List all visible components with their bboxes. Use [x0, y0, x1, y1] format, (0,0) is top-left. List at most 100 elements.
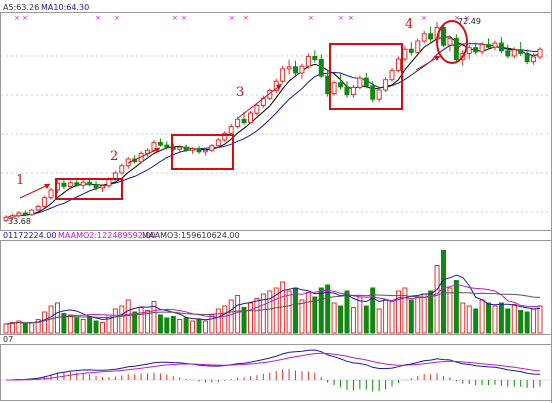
volume-bar-down	[61, 313, 67, 334]
low-price-label: 33.68	[8, 217, 31, 226]
volume-bar-up	[402, 287, 408, 334]
signal-marker: ×	[464, 14, 470, 22]
volume-bar-up	[331, 302, 337, 334]
volume-bar-down	[473, 308, 479, 334]
volume-bar-up	[350, 307, 356, 334]
volume-bar-down	[370, 287, 376, 334]
stage-number-1: 1	[16, 173, 24, 188]
candle-body-down	[505, 50, 511, 57]
trend-arrow-3	[237, 83, 283, 119]
candle-body-down	[196, 148, 202, 153]
ma5-line	[5, 36, 541, 218]
trend-arrowhead-1	[44, 184, 50, 189]
candle-body-up	[48, 189, 54, 199]
volume-moving-averages	[5, 274, 541, 325]
volume-bar-down	[22, 323, 28, 334]
candle-body-up	[119, 165, 125, 174]
candle-body-up	[492, 42, 498, 48]
volume-bar-up	[447, 287, 453, 334]
volume-bar-up	[395, 290, 401, 334]
candle-body-up	[389, 69, 395, 81]
volume-bar-up	[100, 322, 106, 334]
top-markers: × × × × × × × × × × × × × ×	[14, 14, 470, 22]
volume-bar-up	[112, 308, 118, 334]
volume-bar-up	[228, 299, 234, 334]
volume-bar-down	[428, 290, 434, 334]
vol-label: 01172224.00	[3, 231, 56, 240]
volume-bar-up	[35, 319, 41, 334]
volume-bar-down	[164, 317, 170, 334]
candle-body-down	[498, 42, 504, 52]
volume-bar-down	[505, 308, 511, 334]
candle-body-down	[61, 182, 67, 187]
volume-bar-up	[80, 319, 86, 334]
stage-number-4: 4	[405, 17, 413, 32]
volume-bar-up	[537, 305, 543, 334]
volume-bar-up	[305, 292, 311, 334]
signal-marker: ×	[308, 14, 314, 22]
candle-body-up	[305, 55, 311, 67]
volume-bar-down	[196, 319, 202, 334]
volume-bar-up	[286, 290, 292, 334]
high-price-label: 72.49	[458, 17, 481, 26]
candle-body-up	[222, 132, 228, 141]
volume-bar-up	[29, 322, 35, 334]
candle-body-down	[312, 55, 318, 61]
candle-body-up	[415, 40, 421, 53]
moving-average-lines	[5, 36, 541, 218]
signal-marker: ×	[229, 14, 235, 22]
candle-body-up	[286, 66, 292, 70]
volume-bar-down	[486, 302, 492, 334]
volume-bar-down	[183, 317, 189, 334]
candlesticks	[3, 22, 543, 222]
volume-bar-up	[119, 305, 125, 334]
signal-marker: ×	[14, 14, 20, 22]
candle-body-up	[42, 197, 48, 207]
volume-bar-down	[318, 287, 324, 334]
signal-marker: ×	[243, 14, 249, 22]
candle-body-up	[376, 89, 382, 100]
price-gridlines	[1, 55, 551, 213]
volume-bar-up	[376, 308, 382, 334]
volume-bar-up	[151, 301, 157, 334]
candle-body-up	[151, 142, 157, 151]
volume-bar-up	[247, 302, 253, 334]
maamo2-label: MAAMO2:122489592.00	[58, 231, 156, 240]
volume-bar-up	[67, 314, 73, 334]
volume-bar-down	[498, 302, 504, 334]
candle-body-down	[93, 184, 99, 189]
volume-bar-down	[74, 317, 80, 334]
candle-body-down	[518, 49, 524, 54]
candle-body-down	[486, 44, 492, 48]
candle-body-up	[531, 56, 537, 63]
volume-bar-down	[518, 310, 524, 334]
volume-bar-down	[408, 299, 414, 334]
volume-bar-up	[3, 323, 9, 334]
price-pointer-arrow	[454, 43, 464, 51]
volume-bar-up	[273, 287, 279, 334]
volume-bar-down	[453, 280, 459, 334]
ma10-line	[5, 43, 541, 218]
stage-number-3: 3	[236, 85, 244, 100]
volume-bar-up	[125, 299, 131, 334]
volume-bar-up	[177, 319, 183, 334]
signal-marker: ×	[95, 14, 101, 22]
signal-marker: ×	[172, 14, 178, 22]
candle-body-up	[402, 48, 408, 60]
candle-body-down	[524, 52, 530, 63]
candle-body-up	[511, 49, 517, 57]
trend-arrowhead-2	[154, 148, 160, 153]
volume-bar-up	[42, 311, 48, 334]
volume-bar-down	[363, 305, 369, 334]
candle-body-down	[440, 27, 446, 46]
trend-arrow-1	[19, 183, 51, 199]
volume-bar-up	[531, 308, 537, 334]
macd-label: 07	[3, 335, 13, 344]
ma10-label: MA10:64.30	[41, 3, 89, 12]
candle-body-up	[35, 205, 41, 211]
candle-body-up	[395, 58, 401, 71]
volume-bar-down	[338, 305, 344, 334]
candle-body-up	[466, 47, 472, 54]
candle-body-up	[228, 126, 234, 134]
